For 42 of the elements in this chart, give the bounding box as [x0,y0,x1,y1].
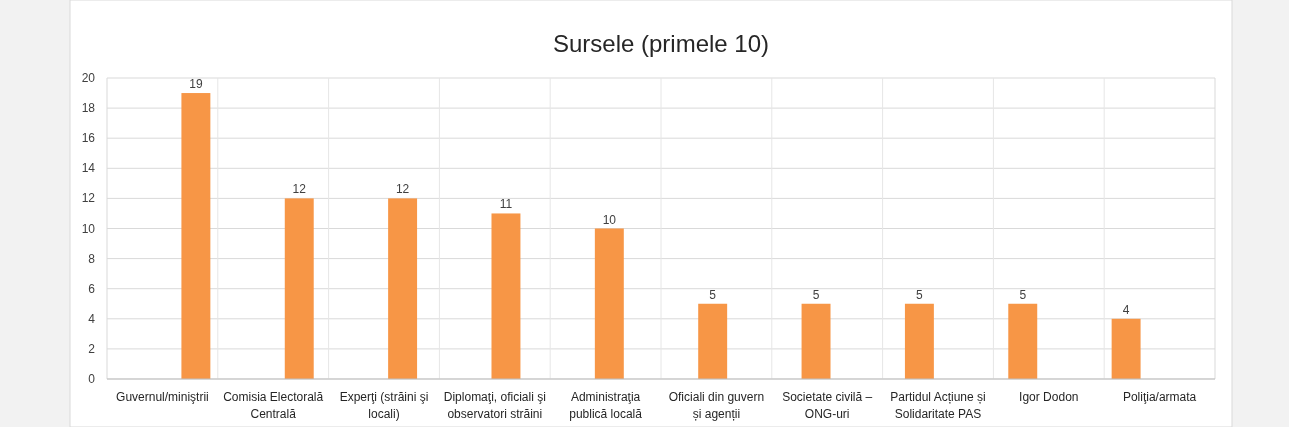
y-tick-label: 10 [81,221,96,236]
data-label: 4 [1122,302,1130,317]
bar [698,303,728,379]
bar [594,228,624,379]
data-label: 5 [709,287,717,302]
data-label: 11 [499,197,513,212]
data-label: 10 [602,212,617,227]
chart-title: Sursele (primele 10) [552,30,770,57]
y-tick-label: 2 [88,341,96,356]
x-tick-label: Partidul Acțiune și Solidaritate PAS [890,390,986,421]
y-tick-label: 4 [88,311,96,326]
data-label: 12 [292,182,307,197]
x-tick-label: Guvernul/miniştrii [116,390,209,404]
bar [388,198,418,379]
x-tick-label: Experţi (străini şi locali) [339,390,429,421]
y-tick-label: 8 [88,251,96,266]
data-label: 5 [1019,287,1027,302]
x-tick-label: Administraţia publică locală [569,390,643,421]
y-tick-label: 12 [81,191,96,206]
bar [491,213,521,379]
bar [904,303,934,379]
x-tick-label: Igor Dodon [1019,390,1079,404]
y-tick-label: 18 [81,101,96,116]
y-tick-label: 6 [88,281,96,296]
x-tick-label: Poliţia/armata [1122,390,1197,404]
x-tick-label: Diplomaţi, oficiali şi observatori străini [443,390,546,421]
y-tick-label: 14 [81,161,96,176]
x-tick-label: Oficiali din guvern și agenții [668,390,765,421]
y-tick-label: 20 [81,71,96,85]
data-label: 19 [189,77,203,92]
data-label: 5 [812,287,820,302]
x-tick-label: Comisia Electorală Centrală [223,390,324,421]
y-tick-label: 16 [81,131,96,146]
bar [181,93,211,379]
bar [284,198,314,379]
y-tick-label: 0 [88,372,96,386]
bar [1008,303,1038,379]
data-label: 5 [916,287,924,302]
bar [801,303,831,379]
data-label: 12 [395,182,410,197]
x-tick-label: Societate civilă – ONG-uri [782,390,873,421]
bar [1111,318,1141,379]
